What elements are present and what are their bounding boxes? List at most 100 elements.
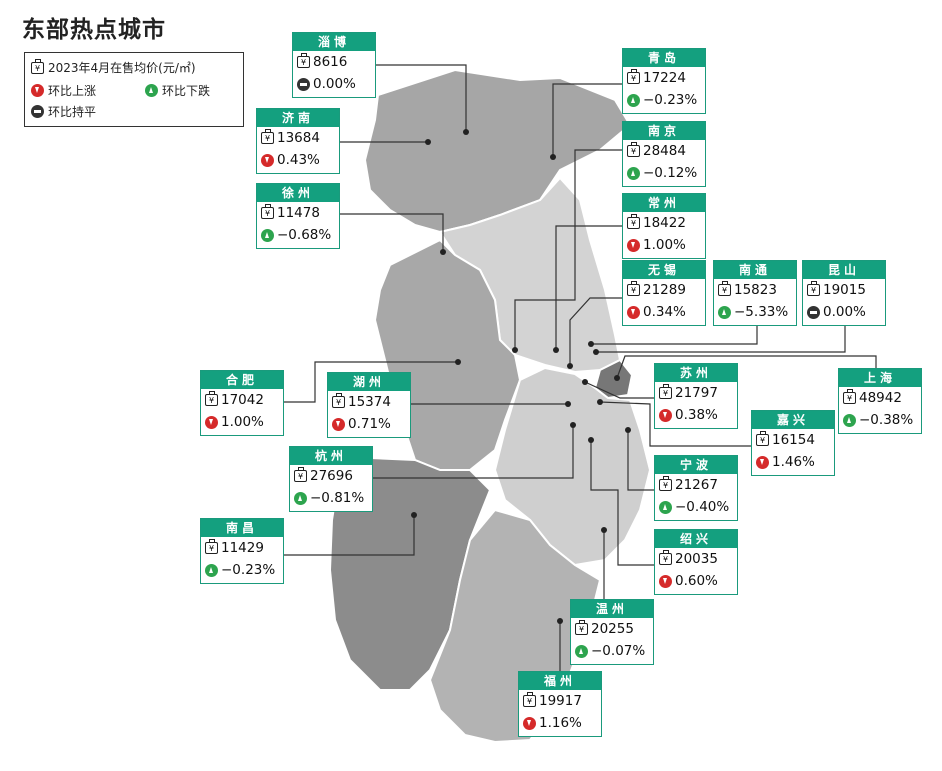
city-name: 南通 <box>714 261 796 279</box>
city-location-dot <box>593 349 599 355</box>
price-tag-icon: ¥ <box>205 539 218 554</box>
city-card: 绍兴 ¥20035 0.60% <box>654 529 738 595</box>
arrow-down-icon <box>627 93 640 107</box>
legend-up-label: 环比上涨 <box>48 84 97 98</box>
city-price: 21267 <box>675 477 718 493</box>
city-card: 南通 ¥15823 −5.33% <box>713 260 797 326</box>
city-price: 21797 <box>675 385 718 401</box>
price-tag-icon: ¥ <box>261 204 274 219</box>
city-card: 苏州 ¥21797 0.38% <box>654 363 738 429</box>
city-change: 0.34% <box>643 304 686 320</box>
leader-line <box>373 425 574 479</box>
arrow-up-icon <box>205 415 218 429</box>
price-tag-icon: ¥ <box>659 476 672 491</box>
city-price: 27696 <box>310 468 353 484</box>
leader-line <box>284 361 458 403</box>
city-price: 17042 <box>221 392 264 408</box>
city-price: 13684 <box>277 130 320 146</box>
city-location-dot <box>625 427 631 433</box>
arrow-down-icon <box>843 413 856 427</box>
city-card: 淄博 ¥8616 0.00% <box>292 32 376 98</box>
city-location-dot <box>570 422 576 428</box>
city-change: 1.16% <box>539 715 582 731</box>
city-price: 16154 <box>772 432 815 448</box>
city-location-dot <box>557 618 563 624</box>
city-change: −0.23% <box>221 562 276 578</box>
city-location-dot <box>463 129 469 135</box>
city-change: −0.38% <box>859 412 914 428</box>
price-tag-icon: ¥ <box>297 53 310 68</box>
legend-price-label: 2023年4月在售均价(元/㎡) <box>48 61 196 75</box>
city-location-dot <box>565 401 571 407</box>
city-change: 0.71% <box>348 416 391 432</box>
city-price: 11429 <box>221 540 264 556</box>
leader-line <box>340 213 444 252</box>
price-tag-icon: ¥ <box>627 214 640 229</box>
city-card: 福州 ¥19917 1.16% <box>518 671 602 737</box>
arrow-down-icon <box>627 166 640 180</box>
city-card: 南昌 ¥11429 −0.23% <box>200 518 284 584</box>
city-name: 温州 <box>571 600 653 618</box>
city-name: 嘉兴 <box>752 411 834 429</box>
arrow-down-icon <box>575 644 588 658</box>
price-tag-icon: ¥ <box>575 620 588 635</box>
city-location-dot <box>567 363 573 369</box>
city-price: 17224 <box>643 70 686 86</box>
city-change: −0.07% <box>591 643 646 659</box>
city-card: 嘉兴 ¥16154 1.46% <box>751 410 835 476</box>
legend-down-label: 环比下跌 <box>162 84 211 98</box>
city-name: 宁波 <box>655 456 737 474</box>
city-location-dot <box>588 341 594 347</box>
minus-icon <box>31 105 44 118</box>
city-location-dot <box>614 375 620 381</box>
city-card: 杭州 ¥27696 −0.81% <box>289 446 373 512</box>
city-card: 徐州 ¥11478 −0.68% <box>256 183 340 249</box>
arrow-up-icon <box>627 238 640 252</box>
city-card: 无锡 ¥21289 0.34% <box>622 260 706 326</box>
legend: ¥ 2023年4月在售均价(元/㎡) 环比上涨 环比下跌 环比持平 <box>24 52 244 127</box>
city-change: −0.23% <box>643 92 698 108</box>
arrow-up-icon <box>332 417 345 431</box>
city-change: 0.60% <box>675 573 718 589</box>
city-name: 绍兴 <box>655 530 737 548</box>
city-price: 48942 <box>859 390 902 406</box>
arrow-up-icon <box>261 153 274 167</box>
city-card: 南京 ¥28484 −0.12% <box>622 121 706 187</box>
city-name: 苏州 <box>655 364 737 382</box>
arrow-up-icon <box>659 408 672 422</box>
arrow-up-icon <box>523 716 536 730</box>
city-change: 1.46% <box>772 454 815 470</box>
city-name: 昆山 <box>803 261 885 279</box>
city-price: 15374 <box>348 394 391 410</box>
city-card: 合肥 ¥17042 1.00% <box>200 370 284 436</box>
city-price: 15823 <box>734 282 777 298</box>
city-card: 上海 ¥48942 −0.38% <box>838 368 922 434</box>
city-price: 18422 <box>643 215 686 231</box>
page-title: 东部热点城市 <box>22 17 166 43</box>
leader-line <box>584 381 654 399</box>
price-tag-icon: ¥ <box>659 384 672 399</box>
price-tag-icon: ¥ <box>843 389 856 404</box>
leader-line <box>569 297 622 366</box>
city-name: 湖州 <box>328 373 410 391</box>
city-card: 温州 ¥20255 −0.07% <box>570 599 654 665</box>
city-price: 20035 <box>675 551 718 567</box>
arrow-up-icon <box>659 574 672 588</box>
price-tag-icon: ¥ <box>718 281 731 296</box>
legend-flat-label: 环比持平 <box>48 105 97 119</box>
leader-line <box>376 64 467 132</box>
city-price: 19015 <box>823 282 866 298</box>
city-card: 青岛 ¥17224 −0.23% <box>622 48 706 114</box>
city-location-dot <box>601 527 607 533</box>
city-card: 常州 ¥18422 1.00% <box>622 193 706 259</box>
city-name: 南昌 <box>201 519 283 537</box>
leader-line <box>627 430 654 491</box>
city-card: 济南 ¥13684 0.43% <box>256 108 340 174</box>
city-location-dot <box>588 437 594 443</box>
city-name: 徐州 <box>257 184 339 202</box>
minus-icon <box>807 305 820 319</box>
city-change: −0.12% <box>643 165 698 181</box>
city-card: 宁波 ¥21267 −0.40% <box>654 455 738 521</box>
city-name: 济南 <box>257 109 339 127</box>
city-location-dot <box>425 139 431 145</box>
